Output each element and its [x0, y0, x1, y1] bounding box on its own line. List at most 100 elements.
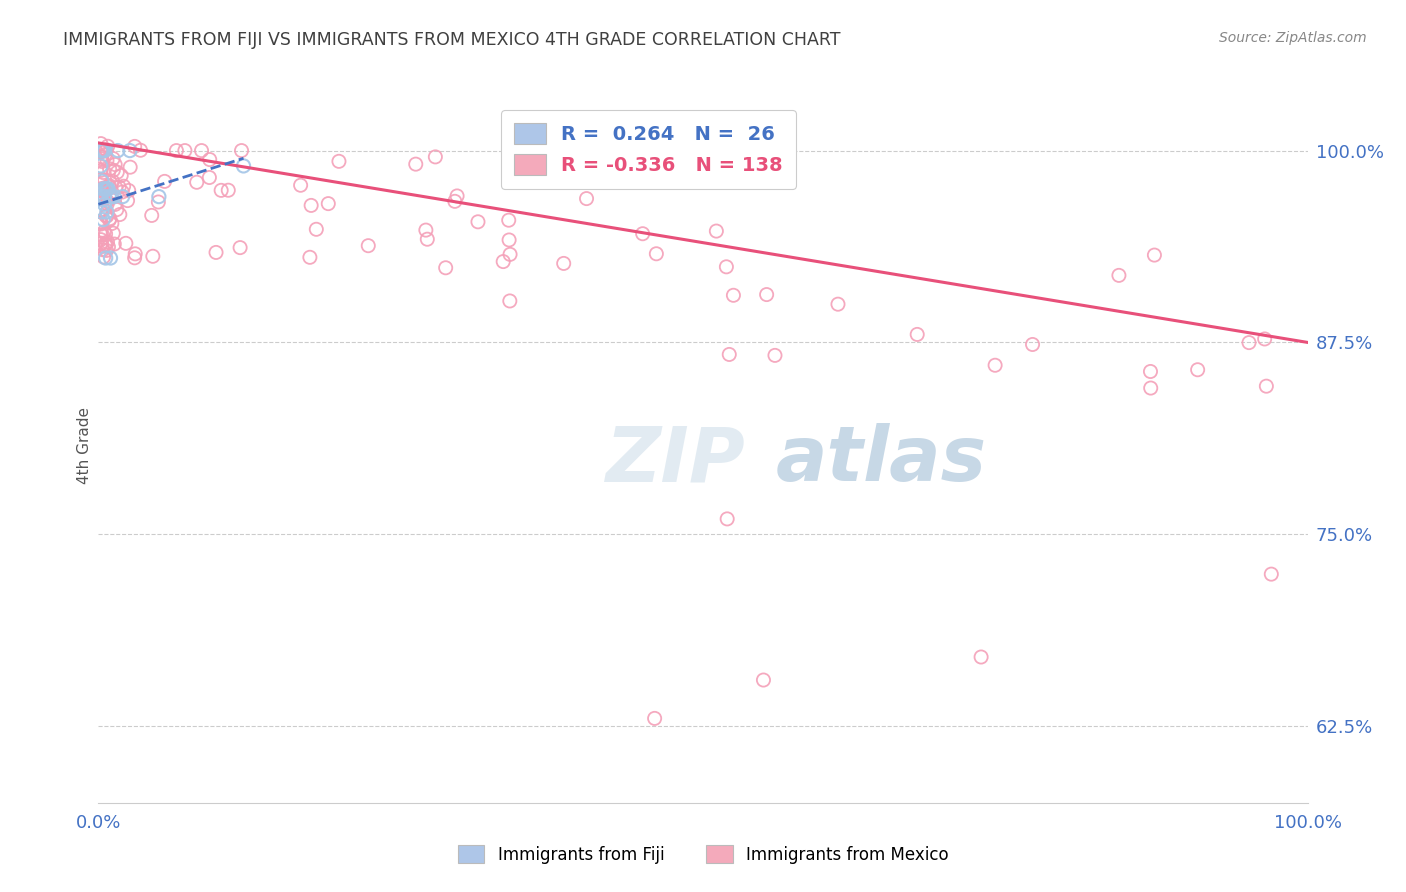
Point [94, 237, 117, 252]
Point [290, 178, 312, 193]
Point [142, 249, 165, 263]
Point [90, 172, 112, 186]
Point [644, 711, 666, 725]
Point [94, 182, 117, 196]
Point [98, 211, 121, 226]
Point [96, 244, 118, 258]
Point [90, 227, 112, 242]
Point [90, 183, 112, 197]
Point [93, 144, 115, 158]
Point [231, 144, 253, 158]
Point [90, 182, 112, 196]
Point [186, 175, 208, 189]
Point [98, 161, 121, 176]
Point [434, 260, 457, 275]
Point [1256, 379, 1278, 393]
Point [117, 194, 139, 208]
Point [575, 192, 598, 206]
Point [114, 236, 136, 251]
Point [90, 237, 112, 252]
Point [198, 153, 221, 167]
Point [108, 180, 131, 194]
Point [100, 189, 122, 203]
Point [93, 189, 115, 203]
Point [209, 183, 232, 197]
Point [716, 512, 738, 526]
Text: atlas: atlas [776, 424, 987, 497]
Point [1139, 364, 1161, 378]
Point [91, 239, 114, 253]
Point [96, 182, 118, 196]
Point [129, 143, 152, 157]
Point [101, 152, 124, 166]
Point [90, 236, 112, 251]
Point [405, 157, 427, 171]
Point [299, 198, 322, 212]
Point [97, 182, 120, 196]
Point [98, 189, 121, 203]
Point [141, 209, 163, 223]
Point [90, 159, 112, 173]
Point [101, 174, 124, 188]
Point [905, 327, 928, 342]
Point [112, 179, 135, 194]
Point [91, 182, 114, 196]
Point [229, 241, 252, 255]
Point [970, 650, 993, 665]
Point [90, 204, 112, 219]
Point [105, 165, 128, 179]
Point [91, 144, 114, 158]
Point [98, 178, 121, 193]
Point [91, 205, 114, 219]
Point [1139, 381, 1161, 395]
Point [90, 144, 112, 158]
Point [492, 254, 515, 268]
Point [91, 174, 114, 188]
Point [93, 225, 115, 239]
Point [645, 246, 668, 260]
Point [763, 348, 786, 362]
Point [357, 238, 380, 252]
Point [105, 202, 128, 217]
Point [94, 251, 117, 265]
Point [96, 235, 118, 249]
Point [91, 144, 114, 158]
Point [103, 189, 125, 203]
Point [91, 243, 114, 257]
Point [232, 159, 254, 173]
Point [98, 213, 121, 227]
Legend: R =  0.264   N =  26, R = -0.336   N = 138: R = 0.264 N = 26, R = -0.336 N = 138 [501, 110, 796, 189]
Point [1021, 337, 1043, 351]
Point [444, 194, 467, 209]
Point [97, 139, 120, 153]
Point [111, 185, 134, 199]
Point [101, 217, 124, 231]
Point [93, 250, 115, 264]
Point [108, 207, 131, 221]
Point [94, 147, 117, 161]
Point [148, 194, 170, 209]
Point [90, 184, 112, 198]
Point [96, 205, 118, 219]
Point [723, 288, 745, 302]
Point [173, 144, 195, 158]
Point [91, 165, 114, 179]
Point [93, 181, 115, 195]
Point [1237, 335, 1260, 350]
Point [90, 150, 112, 164]
Point [499, 293, 522, 308]
Point [93, 173, 115, 187]
Point [148, 189, 170, 203]
Point [1108, 268, 1130, 283]
Point [124, 251, 146, 265]
Point [111, 189, 134, 203]
Point [94, 191, 117, 205]
Point [94, 209, 117, 223]
Point [103, 226, 125, 240]
Point [104, 157, 127, 171]
Point [96, 196, 118, 211]
Point [104, 180, 127, 194]
Point [1187, 363, 1209, 377]
Point [124, 139, 146, 153]
Point [298, 250, 321, 264]
